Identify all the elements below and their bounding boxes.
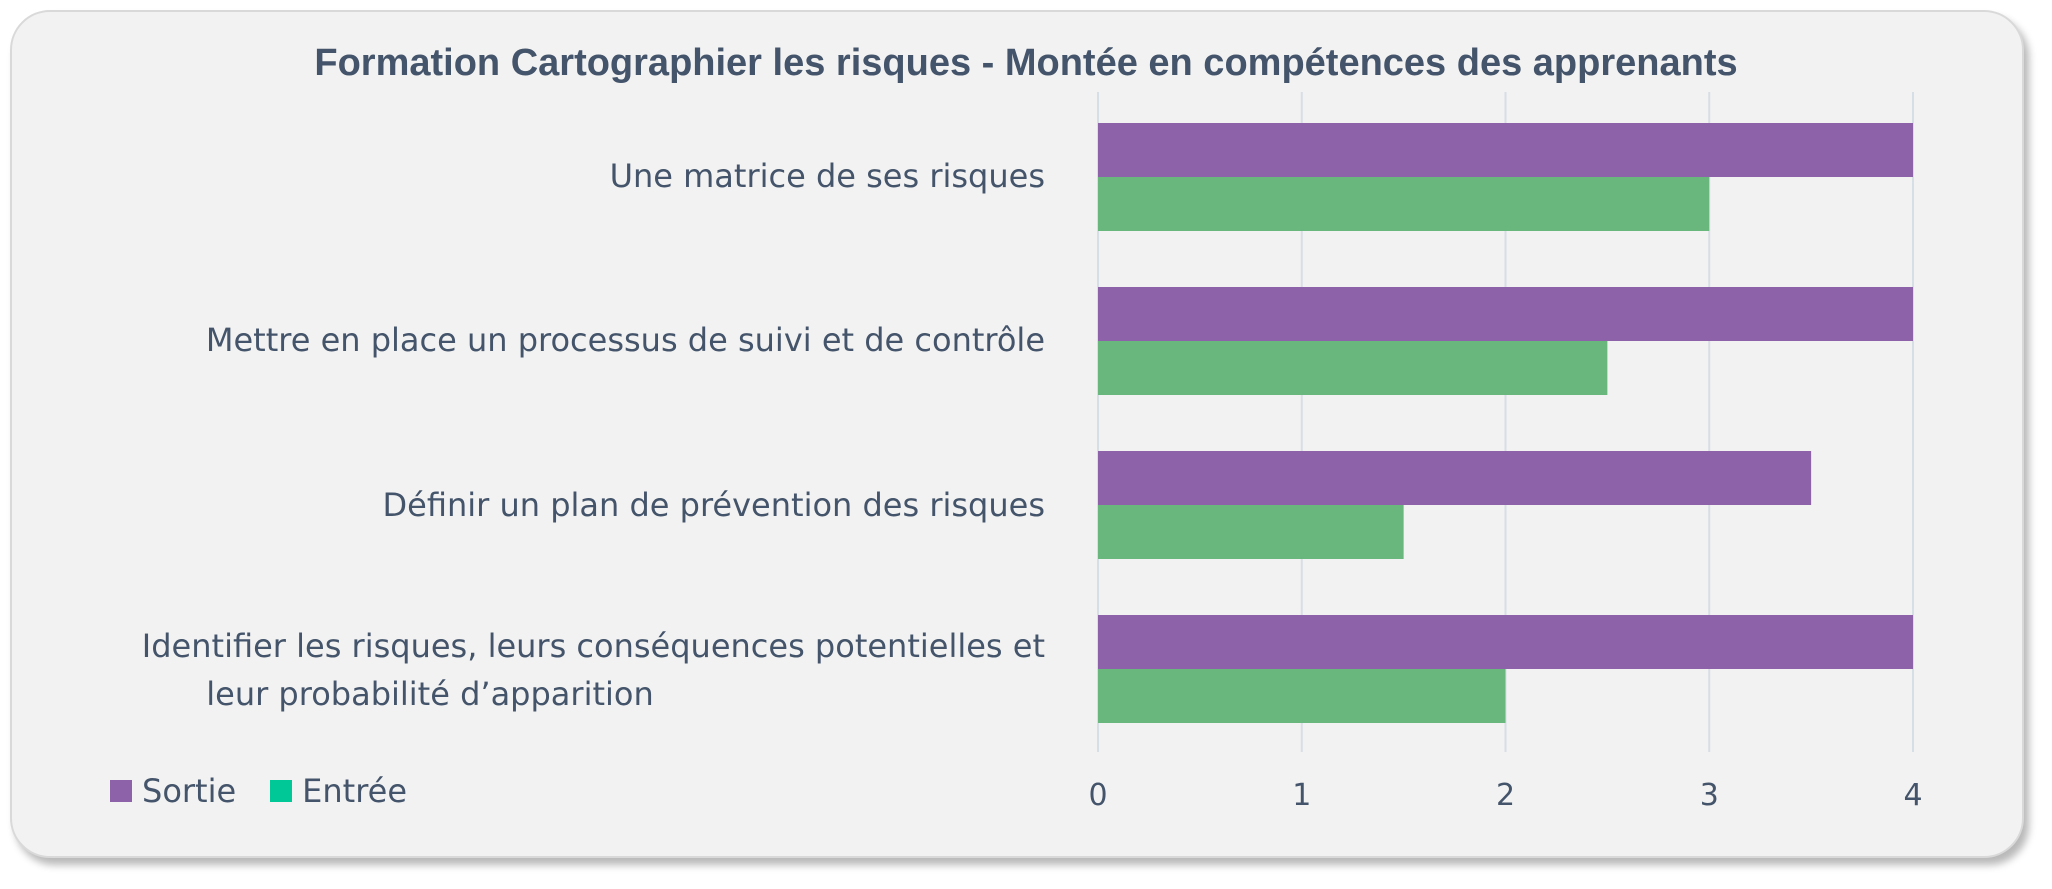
chart-title: Formation Cartographier les risques - Mo… xyxy=(314,42,1738,84)
category-label-2-line: Mettre en place un processus de suivi et… xyxy=(205,321,1045,359)
x-tick-label-3: 3 xyxy=(1699,778,1719,813)
bar-sortie-2 xyxy=(1098,287,1913,341)
bar-entre-2 xyxy=(1098,341,1608,395)
x-tick-label-4: 4 xyxy=(1903,778,1923,813)
bar-entre-3 xyxy=(1098,505,1404,559)
bar-sortie-4 xyxy=(1098,615,1913,669)
category-label-1-line: Une matrice de ses risques xyxy=(609,157,1045,195)
category-label-4-line-1: Identifier les risques, leurs conséquenc… xyxy=(141,627,1045,665)
legend-item-sortie: Sortie xyxy=(110,772,236,810)
bars xyxy=(1098,123,1913,723)
legend: Sortie Entrée xyxy=(110,772,441,810)
bar-entre-4 xyxy=(1098,669,1506,723)
legend-item-entree: Entrée xyxy=(270,772,407,810)
legend-swatch-entree xyxy=(270,780,293,802)
x-tick-label-2: 2 xyxy=(1495,778,1516,813)
legend-label-sortie: Sortie xyxy=(142,772,237,810)
x-tick-label-0: 0 xyxy=(1088,778,1108,813)
category-label-3-line: Définir un plan de prévention des risque… xyxy=(382,486,1046,524)
bar-sortie-3 xyxy=(1098,451,1812,505)
category-label-1: Une matrice de ses risques xyxy=(45,152,1045,200)
category-label-2: Mettre en place un processus de suivi et… xyxy=(45,316,1045,364)
x-tick-label-1: 1 xyxy=(1292,778,1312,813)
category-label-3: Définir un plan de prévention des risque… xyxy=(45,481,1046,529)
bar-entre-1 xyxy=(1098,177,1710,231)
category-label-4-line-2: leur probabilité d’apparition xyxy=(206,675,654,713)
legend-swatch-sortie xyxy=(110,780,132,802)
legend-label-entree: Entrée xyxy=(302,772,408,810)
bar-sortie-1 xyxy=(1098,123,1913,177)
category-label-4: Identifier les risques, leurs conséquenc… xyxy=(45,622,1045,718)
